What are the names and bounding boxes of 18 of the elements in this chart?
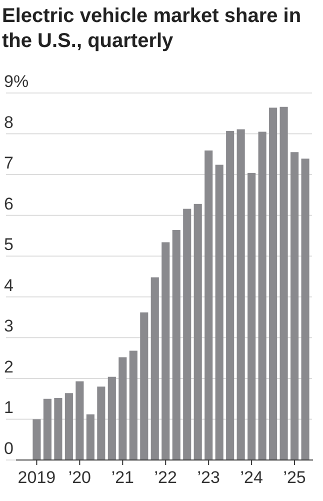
y-tick-label: 2 xyxy=(4,357,14,376)
chart-title: Electric vehicle market share in the U.S., quarterly xyxy=(2,5,302,52)
x-tick-label: 2019 xyxy=(18,468,56,487)
x-tick-label: ’23 xyxy=(197,468,220,487)
x-tick-label: ’20 xyxy=(68,468,92,487)
y-tick-label: 0 xyxy=(4,439,14,458)
y-tick-label: 4 xyxy=(4,276,14,295)
y-tick-label: 3 xyxy=(4,316,14,336)
y-tick-label: 7 xyxy=(4,154,14,173)
x-tick-label: ’22 xyxy=(154,468,177,487)
x-tick-label: ’24 xyxy=(240,468,263,487)
y-tick-label: 6 xyxy=(4,194,14,214)
y-tick-label: 1 xyxy=(4,398,14,418)
x-tick-label: ’21 xyxy=(111,468,134,487)
y-tick-label: 8 xyxy=(4,112,14,132)
y-tick-label: 5 xyxy=(4,235,14,254)
x-tick-label: ’25 xyxy=(283,468,306,487)
y-tick-label: 9% xyxy=(4,72,29,91)
